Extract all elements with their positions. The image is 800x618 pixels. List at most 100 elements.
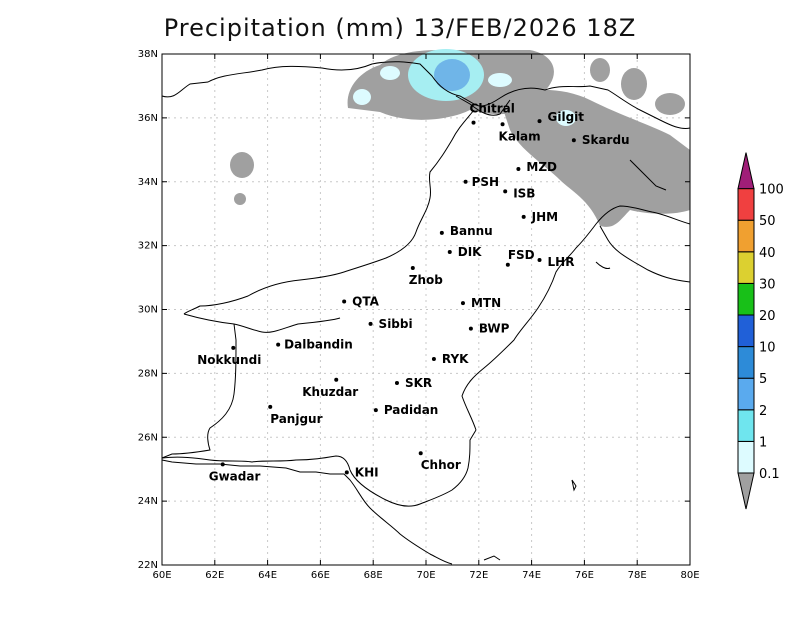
city-marker: JHM — [521, 210, 558, 224]
city-dot — [500, 122, 505, 127]
y-tick-label: 30N — [138, 305, 158, 316]
x-tick-label: 64E — [258, 570, 277, 581]
city-dot — [220, 462, 225, 467]
city-marker: Zhob — [409, 265, 443, 287]
city-label: LHR — [548, 255, 575, 269]
city-marker: Skardu — [571, 133, 630, 147]
city-marker: MZD — [516, 160, 557, 174]
city-label: Chhor — [421, 458, 461, 472]
city-marker: KHI — [344, 465, 379, 479]
colorbar-arrow-low — [737, 472, 755, 510]
y-tick-label: 36N — [138, 113, 158, 124]
city-dot — [276, 342, 281, 347]
city-dot — [368, 321, 373, 326]
city-dot — [463, 179, 468, 184]
y-tick-label: 34N — [138, 177, 158, 188]
city-label: DIK — [458, 245, 482, 259]
city-dot — [334, 377, 339, 382]
city-dot — [342, 299, 347, 304]
colorbar-segment — [737, 440, 755, 474]
city-dot — [471, 120, 476, 125]
city-marker: Padidan — [373, 403, 438, 417]
city-dot — [537, 119, 542, 124]
colorbar-segment — [737, 346, 755, 379]
x-tick-label: 78E — [628, 570, 647, 581]
city-marker: MTN — [460, 296, 501, 310]
colorbar-label: 2 — [759, 404, 767, 419]
city-marker: Sibbi — [368, 317, 413, 331]
city-label: Zhob — [409, 273, 443, 287]
city-marker: Gilgit — [537, 110, 585, 124]
city-marker: Nokkundi — [197, 345, 261, 367]
colorbar-label: 40 — [759, 246, 776, 261]
city-marker: BWP — [468, 322, 510, 336]
city-label: MZD — [526, 160, 557, 174]
y-tick-label: 32N — [138, 241, 158, 252]
city-dot — [503, 189, 508, 194]
city-marker: SKR — [394, 376, 432, 390]
colorbar-segment — [737, 409, 755, 442]
x-tick-label: 62E — [205, 570, 224, 581]
colorbar-label: 50 — [759, 214, 776, 229]
city-label: SKR — [405, 376, 432, 390]
city-marker: DIK — [447, 245, 482, 259]
city-dot — [505, 262, 510, 267]
city-label: Nokkundi — [197, 353, 261, 367]
precipitation-field — [230, 49, 690, 227]
city-marker: Gwadar — [209, 462, 260, 483]
city-marker: Dalbandin — [276, 338, 353, 352]
city-dot — [516, 166, 521, 171]
city-dot — [521, 214, 526, 219]
city-marker: PSH — [463, 175, 499, 189]
colorbar-segment — [737, 377, 755, 411]
city-dot — [468, 326, 473, 331]
y-tick-label: 28N — [138, 368, 158, 379]
city-dot — [447, 250, 452, 255]
city-label: RYK — [442, 352, 469, 366]
y-tick-label: 24N — [138, 496, 158, 507]
city-dot — [439, 230, 444, 235]
city-label: Chitral — [470, 102, 515, 116]
city-marker: Bannu — [439, 224, 493, 238]
x-tick-label: 60E — [152, 570, 171, 581]
city-label: FSD — [508, 248, 535, 262]
city-label: JHM — [531, 210, 558, 224]
x-tick-label: 80E — [680, 570, 699, 581]
city-marker: FSD — [505, 248, 535, 267]
colorbar-label: 5 — [759, 372, 767, 387]
city-marker: Khuzdar — [302, 377, 358, 399]
city-dot — [537, 257, 542, 262]
colorbar: 0.1 1 2 5 10 20 30 40 50 100 — [737, 152, 784, 510]
x-tick-label: 70E — [416, 570, 435, 581]
x-tick-label: 66E — [311, 570, 330, 581]
city-dot — [431, 357, 436, 362]
colorbar-segment — [737, 251, 755, 284]
city-label: KHI — [355, 465, 379, 479]
city-label: Skardu — [582, 133, 630, 147]
city-dot — [394, 380, 399, 385]
city-dot — [410, 265, 415, 270]
coastline — [161, 459, 501, 565]
city-label: BWP — [479, 322, 510, 336]
city-marker: RYK — [431, 352, 469, 366]
x-tick-label: 74E — [522, 570, 541, 581]
colorbar-label: 0.1 — [759, 467, 780, 482]
y-tick-label: 38N — [138, 49, 158, 60]
city-label: QTA — [352, 295, 379, 309]
x-tick-label: 76E — [575, 570, 594, 581]
city-dot — [373, 408, 378, 413]
city-marker: Kalam — [499, 122, 541, 143]
colorbar-arrow-high — [737, 152, 755, 190]
city-marker: Chhor — [418, 451, 461, 472]
colorbar-segment — [737, 282, 755, 316]
city-label: ISB — [513, 186, 535, 200]
city-label: Gilgit — [548, 110, 585, 124]
city-marker: QTA — [342, 295, 380, 309]
city-label: Khuzdar — [302, 385, 358, 399]
city-dot — [231, 345, 236, 350]
colorbar-segment — [737, 314, 755, 348]
city-dot — [268, 404, 273, 409]
colorbar-label: 30 — [759, 277, 776, 292]
axis-ticks — [161, 53, 691, 566]
city-marker: LHR — [537, 255, 575, 269]
